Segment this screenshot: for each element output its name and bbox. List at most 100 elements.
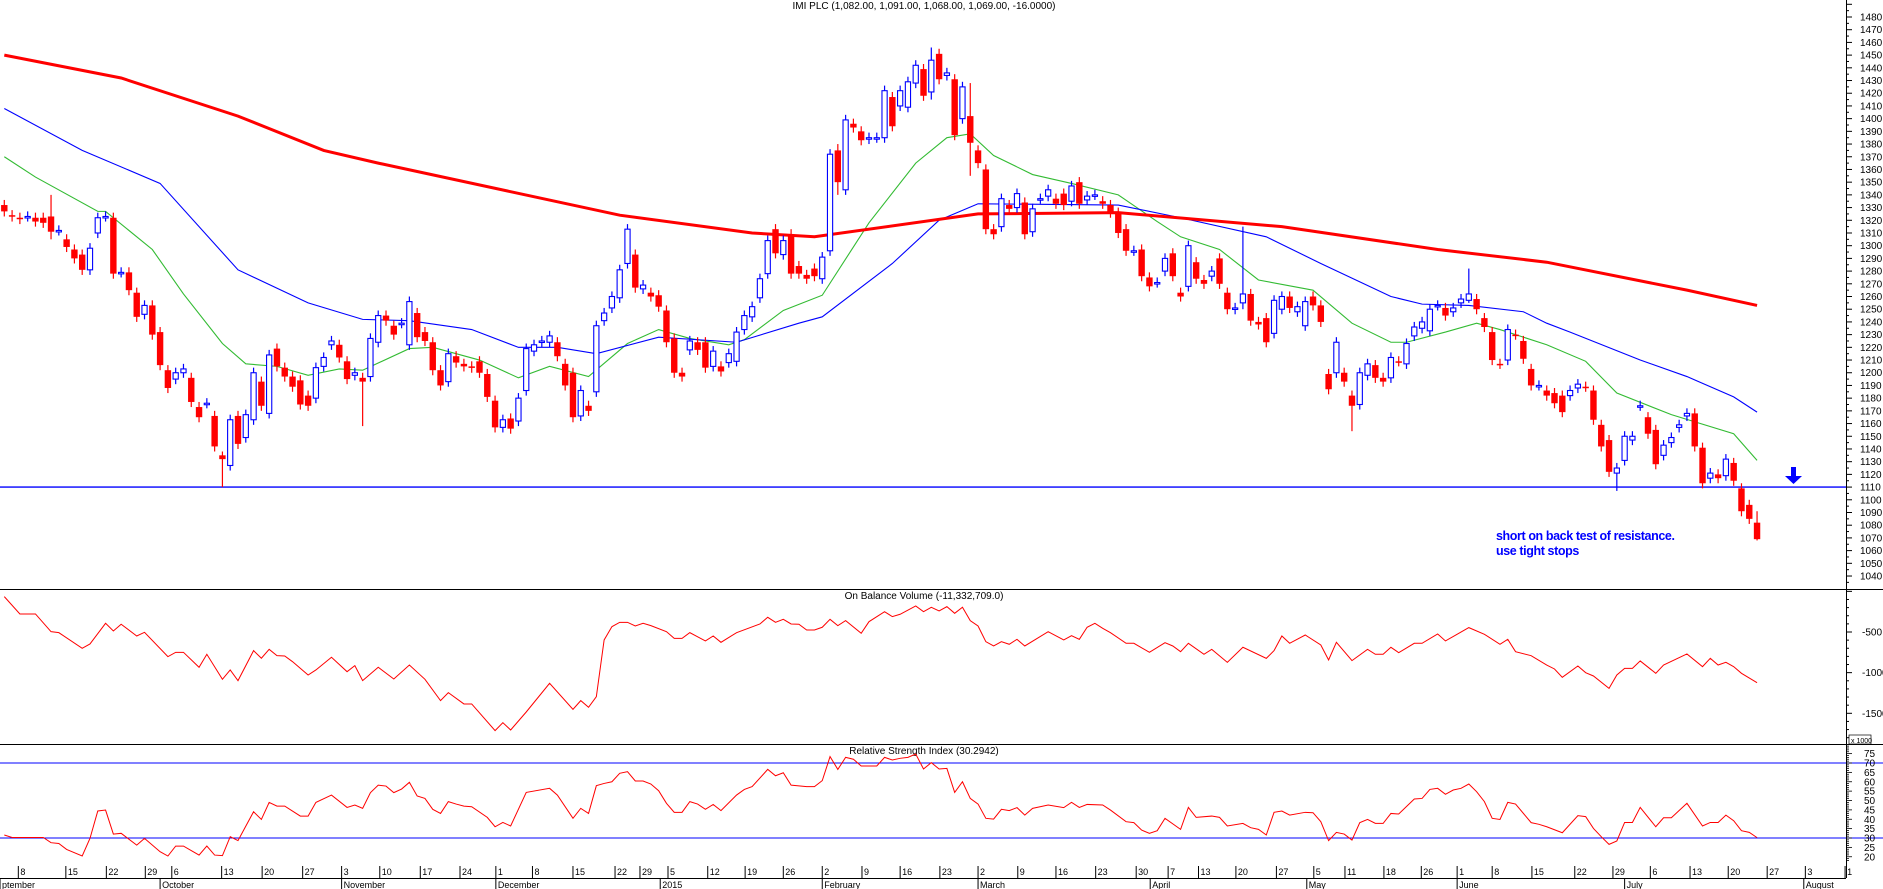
candle [289,371,296,392]
candle-body [694,342,701,350]
candle [624,224,631,269]
candle-body [1161,257,1169,272]
candle-body [1302,301,1309,327]
candle [538,335,545,348]
candle-body [1488,332,1496,361]
price-tick-label: 1250 [1860,305,1883,316]
candle-body [47,216,55,232]
candle-body [928,59,935,93]
candle-body [1216,258,1223,284]
candle [1496,358,1504,369]
candle [569,367,577,423]
candle [1644,412,1652,439]
candle [585,400,592,416]
candle-body [1060,193,1067,206]
week-tick-label: 12 [710,867,720,877]
candle-body [1660,444,1667,456]
candle [943,67,951,81]
candle [1481,313,1488,333]
candle-body [593,325,600,393]
candle-body [787,234,795,274]
candle [1208,266,1215,282]
candle [1387,352,1395,383]
candle [336,339,343,363]
price-tick-label: 1220 [1860,343,1883,354]
candle [1216,253,1223,289]
week-tick-label: 22 [108,867,118,877]
candle-body [959,86,966,120]
candle [211,410,218,452]
candle-body [234,415,242,444]
candle-body [1200,279,1208,284]
candle [733,327,740,367]
candle [1411,321,1418,341]
obv-tick-label: -1500 [1862,709,1883,720]
candle [125,267,133,296]
candle-body [359,377,366,382]
candle-body [1590,390,1597,420]
candle [1340,367,1348,387]
candle-body [982,169,990,230]
candle [281,362,288,382]
candle [896,85,904,112]
candle-body [1668,436,1675,444]
candle-body [577,389,584,417]
candle-body [1676,424,1683,428]
candle-body [437,370,444,386]
candle-body [850,123,857,128]
candle-body [1738,488,1745,512]
candle [172,367,179,385]
candle [429,337,436,376]
price-tick-label: 1260 [1860,292,1883,303]
candle-body [180,368,187,374]
candle [1613,462,1620,491]
candle [1722,454,1730,481]
price-tick-label: 1040 [1860,572,1883,583]
candle-body [1543,390,1550,396]
price-tick-label: 1440 [1860,63,1883,74]
candle-body [756,278,764,299]
candle-body [1566,389,1574,397]
candle-body [1029,208,1036,233]
month-tick-label: December [498,880,540,889]
candle [484,368,491,402]
price-tick-label: 1070 [1860,533,1883,544]
price-tick-label: 1430 [1860,76,1883,87]
candle-body [554,342,561,357]
price-tick-label: 1380 [1860,140,1883,151]
candle-body [507,418,514,429]
candle-body [655,295,662,307]
candle-body [250,372,257,421]
candle [258,376,265,411]
candle-body [1434,304,1441,308]
candle [445,348,452,387]
candle-body [8,215,16,217]
candle-body [678,372,686,377]
obv-axis: -500 -1000 -1500 [1846,590,1883,739]
candle [865,132,873,145]
candle-body [1006,205,1013,209]
week-tick-label: 26 [785,867,795,877]
candle [990,224,997,240]
candle-body [632,254,639,288]
candle-body [873,137,880,140]
candle [1372,360,1379,383]
week-tick-label: 2 [824,867,829,877]
candle-body [717,366,725,372]
month-tick-label: October [162,880,194,889]
candle-body [266,354,273,414]
candle [1154,277,1161,288]
candle [1029,203,1036,237]
candle [382,310,390,326]
candle-body [1107,205,1114,213]
candle-body [1418,321,1426,329]
candle-body [624,228,631,265]
candle-body [1263,318,1270,343]
price-tick-label: 1480 [1860,13,1883,24]
candle-body [998,198,1005,228]
candle [94,212,101,239]
candle-body [1387,356,1395,379]
candle-body [1325,374,1332,390]
